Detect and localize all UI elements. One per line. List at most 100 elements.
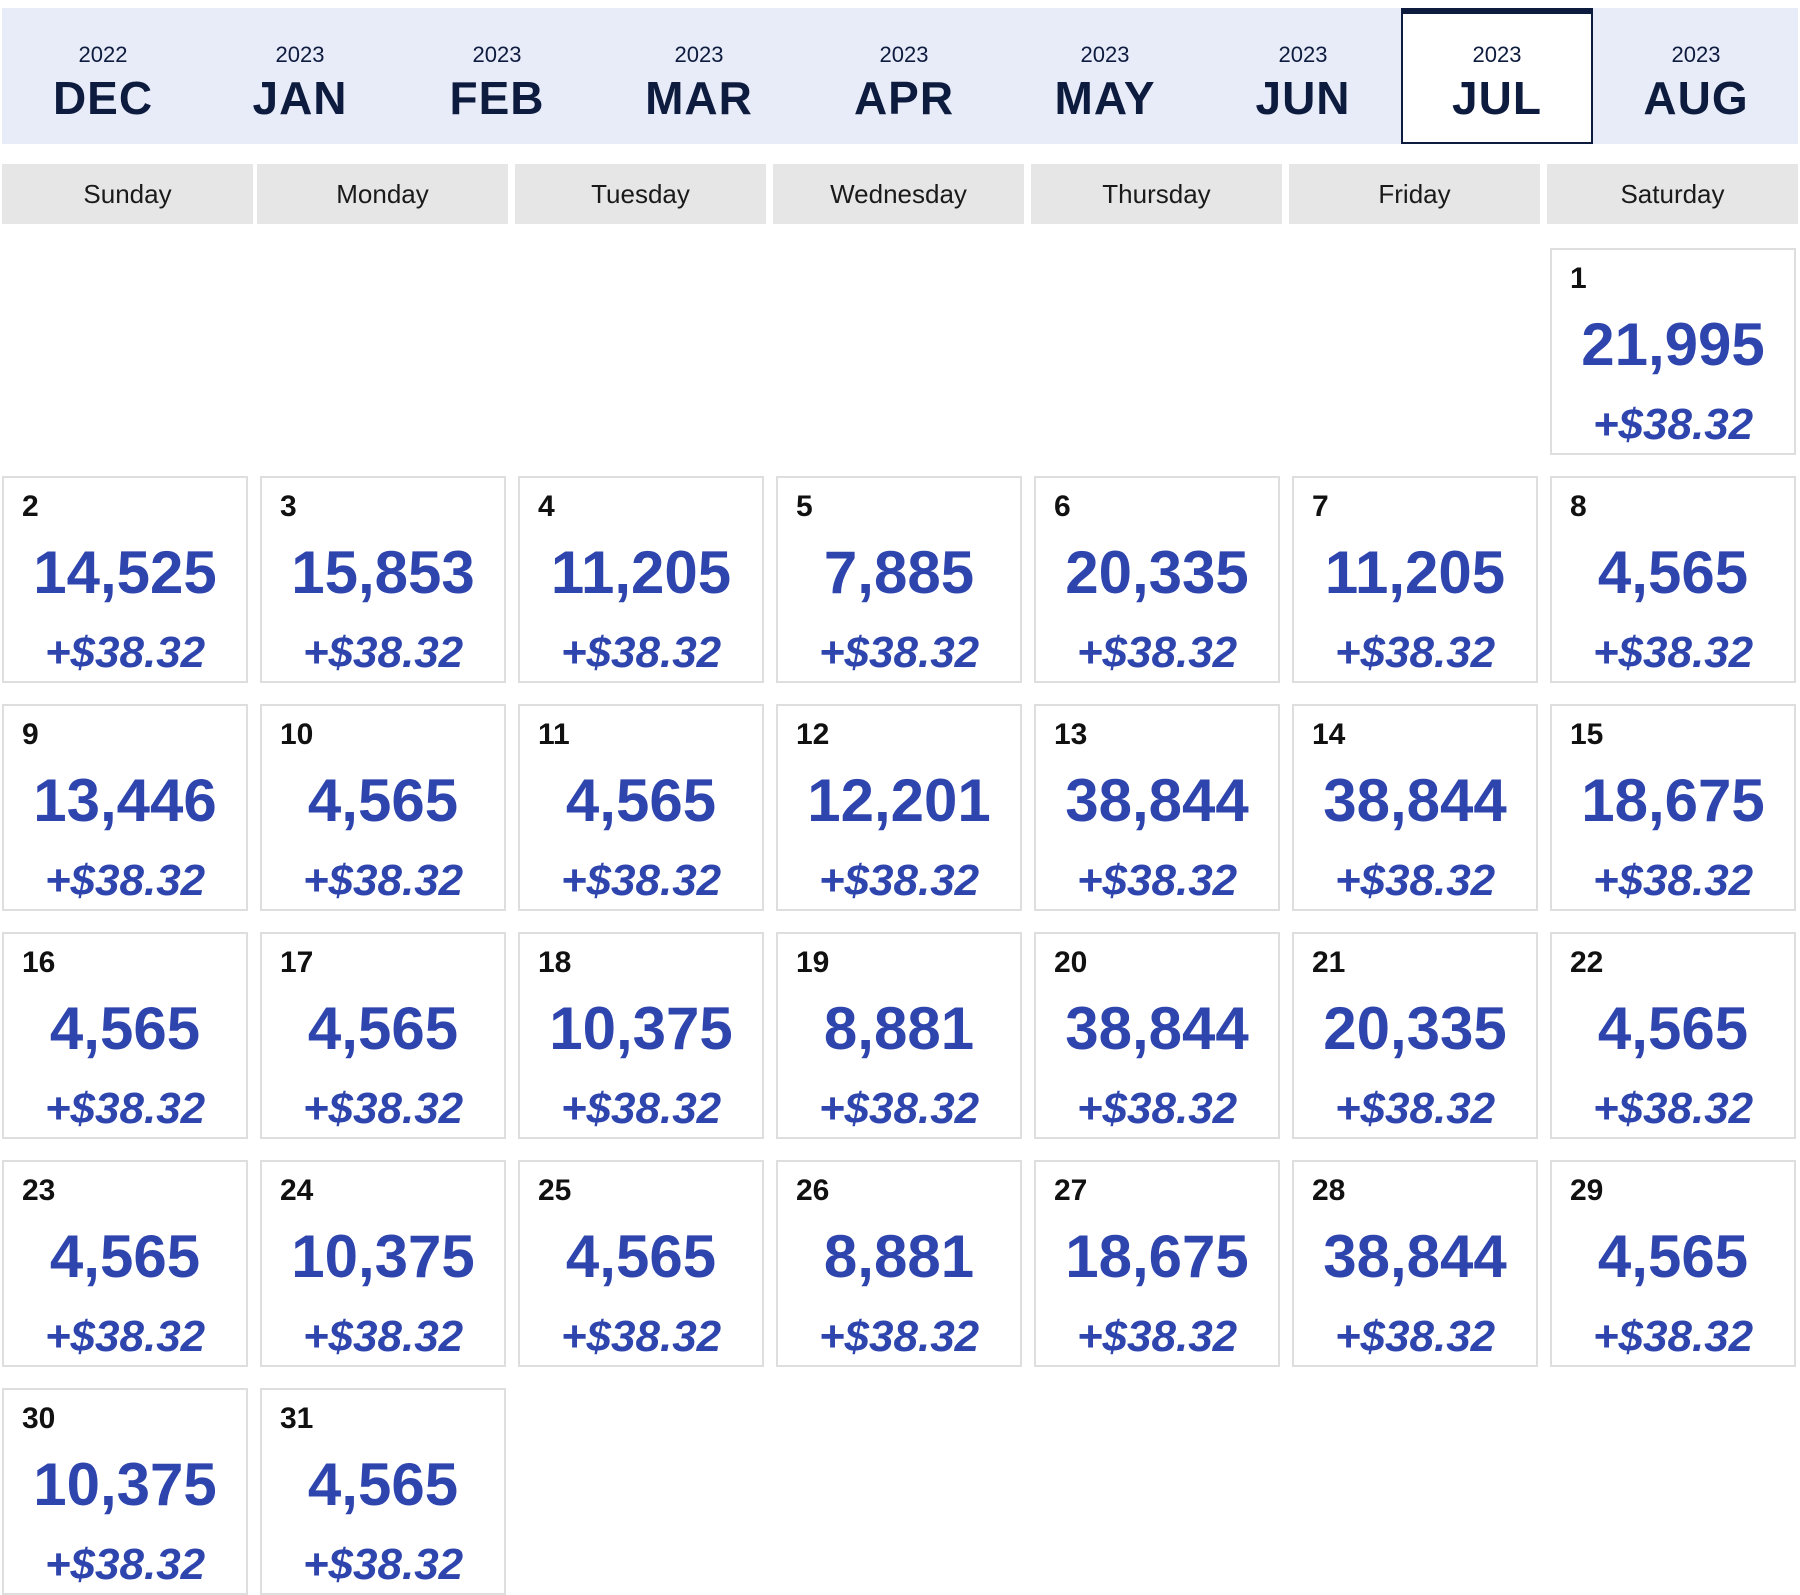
day-number: 26 [796,1174,830,1207]
day-cell-10[interactable]: 10 4,565 +$38.32 [260,704,506,911]
cash-fee: +$38.32 [818,1312,980,1361]
day-cell-31[interactable]: 31 4,565 +$38.32 [260,1388,506,1595]
cash-fee: +$38.32 [1076,1312,1238,1361]
day-cell-16[interactable]: 16 4,565 +$38.32 [2,932,248,1139]
day-number: 16 [22,946,56,979]
month-year-label: 2023 [879,42,929,67]
month-tab-may[interactable]: 2023 MAY [1015,8,1195,144]
points-price: 10,375 [33,1451,217,1518]
day-cell-12[interactable]: 12 12,201 +$38.32 [776,704,1022,911]
day-cell-29[interactable]: 29 4,565 +$38.32 [1550,1160,1796,1367]
points-price: 7,885 [823,539,975,606]
weekday-saturday: Saturday [1547,164,1798,224]
day-cell-28[interactable]: 28 38,844 +$38.32 [1292,1160,1538,1367]
month-name-label: JUL [1452,72,1542,124]
day-cell-1[interactable]: 1 21,995 +$38.32 [1550,248,1796,455]
cash-fee: +$38.32 [818,856,980,905]
points-price: 20,335 [1065,539,1249,606]
day-cell-22[interactable]: 22 4,565 +$38.32 [1550,932,1796,1139]
cash-fee: +$38.32 [302,1312,464,1361]
cash-fee: +$38.32 [560,1084,722,1133]
weekday-tuesday: Tuesday [515,164,766,224]
cash-fee: +$38.32 [1334,628,1496,677]
cash-fee: +$38.32 [1592,856,1754,905]
month-name-label: DEC [52,72,154,124]
cash-fee: +$38.32 [1334,1312,1496,1361]
cash-fee: +$38.32 [1076,1084,1238,1133]
month-tab-jul[interactable]: 2023 JUL [1401,8,1593,144]
points-price: 4,565 [1597,1223,1749,1290]
day-number: 1 [1570,262,1587,295]
day-cell-5[interactable]: 5 7,885 +$38.32 [776,476,1022,683]
points-price: 4,565 [1597,539,1749,606]
points-price: 4,565 [49,1223,201,1290]
day-number: 23 [22,1174,56,1207]
month-tab-jan[interactable]: 2023 JAN [210,8,390,144]
day-cell-20[interactable]: 20 38,844 +$38.32 [1034,932,1280,1139]
day-cell-26[interactable]: 26 8,881 +$38.32 [776,1160,1022,1367]
day-cell-2[interactable]: 2 14,525 +$38.32 [2,476,248,683]
day-cell-15[interactable]: 15 18,675 +$38.32 [1550,704,1796,911]
day-number: 20 [1054,946,1088,979]
month-name-label: JAN [252,72,348,124]
day-number: 7 [1312,490,1329,523]
points-price: 21,995 [1581,311,1765,378]
day-cell-21[interactable]: 21 20,335 +$38.32 [1292,932,1538,1139]
day-cell-24[interactable]: 24 10,375 +$38.32 [260,1160,506,1367]
day-number: 4 [538,490,555,523]
cash-fee: +$38.32 [1592,400,1754,449]
day-cell-30[interactable]: 30 10,375 +$38.32 [2,1388,248,1595]
month-tab-feb[interactable]: 2023 FEB [407,8,587,144]
day-cell-25[interactable]: 25 4,565 +$38.32 [518,1160,764,1367]
day-cell-9[interactable]: 9 13,446 +$38.32 [2,704,248,911]
month-tab-aug[interactable]: 2023 AUG [1606,8,1786,144]
points-price: 18,675 [1581,767,1765,834]
points-price: 4,565 [307,767,459,834]
day-cell-13[interactable]: 13 38,844 +$38.32 [1034,704,1280,911]
weekday-wednesday: Wednesday [773,164,1024,224]
points-price: 4,565 [565,1223,717,1290]
day-cell-14[interactable]: 14 38,844 +$38.32 [1292,704,1538,911]
day-number: 27 [1054,1174,1088,1207]
day-number: 21 [1312,946,1346,979]
cash-fee: +$38.32 [44,1084,206,1133]
points-price: 20,335 [1323,995,1507,1062]
day-cell-18[interactable]: 18 10,375 +$38.32 [518,932,764,1139]
month-tab-apr[interactable]: 2023 APR [814,8,994,144]
day-number: 5 [796,490,813,523]
month-tab-jun[interactable]: 2023 JUN [1213,8,1393,144]
weekday-monday: Monday [257,164,508,224]
day-number: 28 [1312,1174,1346,1207]
day-number: 11 [538,718,570,751]
month-name-label: FEB [449,72,545,124]
month-year-label: 2023 [674,42,724,67]
weekday-friday: Friday [1289,164,1540,224]
cash-fee: +$38.32 [1076,628,1238,677]
cash-fee: +$38.32 [1334,1084,1496,1133]
month-tab-mar[interactable]: 2023 MAR [609,8,789,144]
weekday-thursday: Thursday [1031,164,1282,224]
day-number: 3 [280,490,297,523]
day-cell-7[interactable]: 7 11,205 +$38.32 [1292,476,1538,683]
day-cell-19[interactable]: 19 8,881 +$38.32 [776,932,1022,1139]
cash-fee: +$38.32 [44,628,206,677]
day-cell-11[interactable]: 11 4,565 +$38.32 [518,704,764,911]
day-cell-8[interactable]: 8 4,565 +$38.32 [1550,476,1796,683]
day-cell-27[interactable]: 27 18,675 +$38.32 [1034,1160,1280,1367]
points-price: 18,675 [1065,1223,1249,1290]
month-name-label: JUN [1255,72,1351,124]
month-tab-dec[interactable]: 2022 DEC [13,8,193,144]
day-cell-17[interactable]: 17 4,565 +$38.32 [260,932,506,1139]
month-year-label: 2023 [1472,42,1522,67]
points-price: 38,844 [1065,995,1249,1062]
day-cell-4[interactable]: 4 11,205 +$38.32 [518,476,764,683]
cash-fee: +$38.32 [1592,1312,1754,1361]
day-cell-6[interactable]: 6 20,335 +$38.32 [1034,476,1280,683]
day-cell-3[interactable]: 3 15,853 +$38.32 [260,476,506,683]
month-name-label: AUG [1643,72,1749,124]
day-number: 30 [22,1402,56,1435]
points-price: 11,205 [550,539,732,606]
points-price: 13,446 [33,767,217,834]
day-number: 2 [22,490,39,523]
day-cell-23[interactable]: 23 4,565 +$38.32 [2,1160,248,1367]
